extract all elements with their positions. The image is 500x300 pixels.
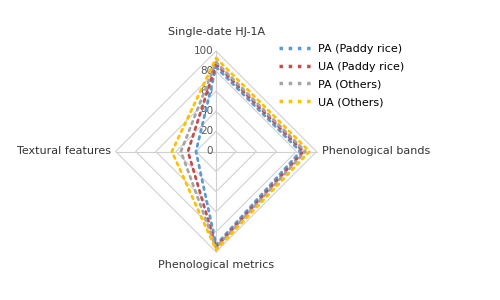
Text: 0: 0 (206, 146, 213, 157)
Text: 100: 100 (194, 46, 213, 56)
Text: 20: 20 (200, 126, 213, 136)
Text: Phenological metrics: Phenological metrics (158, 260, 274, 270)
Text: Single-date HJ-1A: Single-date HJ-1A (168, 27, 264, 37)
Text: 40: 40 (200, 106, 213, 116)
Text: Textural features: Textural features (16, 146, 110, 157)
Text: 60: 60 (200, 86, 213, 96)
Legend: PA (Paddy rice), UA (Paddy rice), PA (Others), UA (Others): PA (Paddy rice), UA (Paddy rice), PA (Ot… (277, 42, 406, 109)
Text: Phenological bands: Phenological bands (322, 146, 430, 157)
Text: 80: 80 (200, 66, 213, 76)
